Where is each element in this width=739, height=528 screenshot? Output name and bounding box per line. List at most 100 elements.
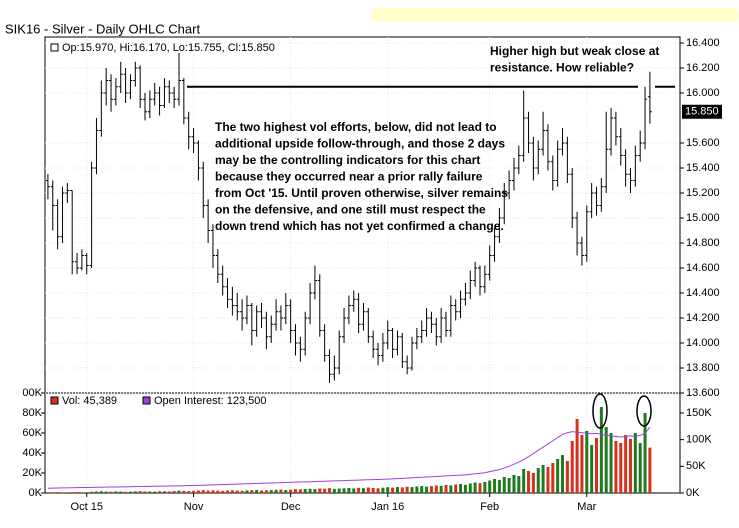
- volume-bar: [604, 427, 608, 493]
- y-tick-label: 14.800: [686, 237, 720, 249]
- annotation: Higher high but weak close at: [490, 44, 659, 58]
- volume-bar: [439, 485, 443, 493]
- volume-bar: [303, 489, 307, 493]
- legend-swatch: [142, 396, 151, 405]
- volume-bar: [94, 491, 98, 493]
- volume-bar: [420, 486, 424, 493]
- volume-bar: [366, 487, 370, 493]
- x-tick-label: Nov: [184, 501, 204, 513]
- annotation: additional upside follow-through, and th…: [215, 137, 505, 151]
- volume-bar: [609, 433, 613, 493]
- volume-bar: [182, 490, 186, 493]
- volume-bar: [551, 463, 555, 493]
- annotation: from Oct '15. Until proven otherwise, si…: [215, 186, 508, 200]
- volume-bar: [391, 487, 395, 493]
- volume-bar: [415, 486, 419, 493]
- volume-bar: [648, 447, 652, 493]
- volume-bar: [599, 407, 603, 493]
- volume-bar: [429, 486, 433, 493]
- volume-bar: [138, 491, 142, 493]
- volume-bar: [109, 491, 113, 493]
- volume-bar: [507, 478, 511, 493]
- volume-bar: [502, 477, 506, 493]
- x-tick-label: Jan 16: [371, 501, 404, 513]
- x-tick-label: Feb: [480, 501, 499, 513]
- volume-bar: [289, 489, 293, 493]
- volume-bar: [337, 488, 341, 493]
- volume-panel: [44, 392, 681, 494]
- volume-bar: [619, 443, 623, 493]
- volume-bar: [624, 435, 628, 493]
- annotation: resistance. How reliable?: [490, 61, 634, 75]
- volume-bar: [298, 489, 302, 493]
- volume-bar: [114, 491, 118, 493]
- chart-title: SIK16 - Silver - Daily OHLC Chart: [5, 21, 200, 36]
- y-tick-label: 13.800: [686, 362, 720, 374]
- volume-bar: [361, 488, 365, 493]
- volume-bar: [347, 488, 351, 493]
- volume-bar: [162, 491, 166, 493]
- y-tick-label: 16.400: [686, 37, 720, 49]
- volume-bar: [196, 490, 200, 493]
- volume-bar: [536, 468, 540, 493]
- volume-bar: [187, 491, 191, 493]
- volume-bar: [425, 486, 429, 493]
- volume-bar: [167, 491, 171, 493]
- legend-text: Vol: 45,389: [62, 395, 117, 407]
- y-tick-label: 15.000: [686, 212, 720, 224]
- volume-bar: [211, 490, 215, 493]
- volume-bar: [565, 461, 569, 493]
- y-tick-label: 13.600: [686, 387, 720, 399]
- volume-bar: [279, 489, 283, 493]
- highlight-ring: [636, 395, 652, 427]
- annotation: because they occurred near a prior rally…: [215, 170, 483, 184]
- volume-bar: [65, 492, 69, 493]
- annotation: The two highest vol efforts, below, did …: [215, 120, 497, 134]
- volume-bar: [468, 483, 472, 493]
- volume-bar: [342, 488, 346, 493]
- x-tick-label: Mar: [577, 501, 596, 513]
- volume-bar: [497, 480, 501, 493]
- volume-bar: [226, 490, 230, 493]
- volume-bar: [177, 490, 181, 493]
- volume-bar: [332, 488, 336, 493]
- y-tick-label: 14.000: [686, 337, 720, 349]
- volume-bar: [561, 455, 565, 493]
- last-price-tag: [682, 104, 722, 119]
- y-tick-label: 16.000: [686, 87, 720, 99]
- volume-bar: [376, 488, 380, 493]
- volume-bar: [381, 487, 385, 493]
- y-tick-label: 14.400: [686, 287, 720, 299]
- volume-bar: [556, 459, 560, 493]
- volume-tick-label: 60K: [22, 427, 42, 439]
- annotation: down trend which has not yet confirmed a…: [215, 219, 504, 233]
- volume-bar: [80, 492, 84, 493]
- volume-bar: [517, 476, 521, 493]
- last-price-label: 15.850: [685, 106, 719, 118]
- legend-text: Op:15.970, Hi:16.170, Lo:15.755, Cl:15.8…: [62, 42, 275, 54]
- volume-bar: [206, 490, 210, 493]
- volume-bar: [493, 479, 497, 493]
- volume-tick-label: 20K: [22, 467, 42, 479]
- oi-tick-label: 100K: [686, 434, 712, 446]
- volume-bar: [357, 487, 361, 493]
- volume-bar: [119, 491, 123, 493]
- volume-bar: [643, 413, 647, 493]
- volume-bar: [483, 482, 487, 493]
- volume-bar: [488, 480, 492, 493]
- volume-bar: [395, 487, 399, 493]
- highlight-ring: [592, 393, 608, 429]
- volume-tick-label: 0K: [29, 487, 43, 499]
- volume-bar: [405, 486, 409, 493]
- header-band: [372, 8, 738, 22]
- open-interest-line: [47, 426, 651, 489]
- volume-bar: [512, 475, 516, 493]
- volume-bar: [318, 488, 322, 493]
- volume-bar: [308, 488, 312, 493]
- y-tick-label: 14.200: [686, 312, 720, 324]
- volume-bar: [235, 490, 239, 493]
- volume-bar: [46, 492, 50, 493]
- volume-bar: [250, 490, 254, 493]
- volume-bar: [546, 467, 550, 493]
- oi-tick-label: 0K: [686, 487, 700, 499]
